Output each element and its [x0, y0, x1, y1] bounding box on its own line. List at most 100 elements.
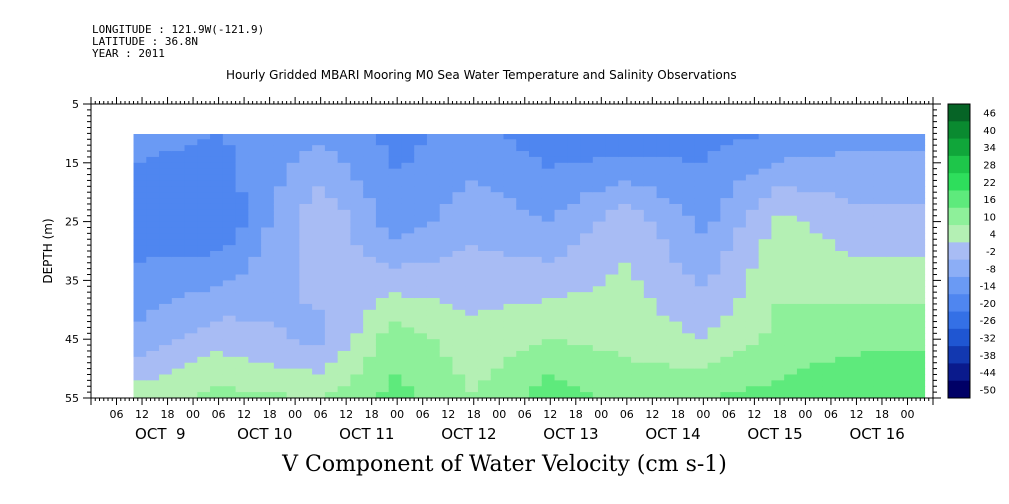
heatmap-cell [733, 221, 747, 229]
heatmap-cell [465, 315, 479, 323]
heatmap-cell [745, 298, 760, 305]
heatmap-cell [503, 386, 517, 393]
heatmap-cell [911, 262, 926, 270]
heatmap-cell [299, 192, 313, 199]
heatmap-cell [477, 139, 492, 146]
heatmap-cell [631, 298, 645, 305]
heatmap-cell [541, 303, 556, 311]
heatmap-cell [873, 145, 887, 152]
heatmap-cell [465, 374, 479, 381]
heatmap-cell [477, 333, 492, 340]
heatmap-cell [809, 309, 824, 317]
heatmap-cell [873, 268, 887, 276]
heatmap-cell [822, 192, 836, 199]
heatmap-cell [159, 333, 173, 340]
heatmap-cell [898, 315, 913, 323]
heatmap-cell [222, 309, 237, 317]
heatmap-cell [529, 356, 543, 364]
heatmap-cell [490, 245, 505, 252]
heatmap-cell [426, 168, 441, 176]
heatmap-cell [426, 233, 441, 240]
heatmap-cell [643, 156, 658, 164]
heatmap-cell [707, 339, 721, 346]
colorbar-label: -38 [980, 351, 996, 362]
heatmap-cell [822, 368, 836, 376]
heatmap-cell [656, 268, 670, 276]
heatmap-cell [822, 180, 836, 187]
heatmap-cell [299, 380, 313, 387]
heatmap-cell [873, 168, 887, 176]
heatmap-cell [184, 392, 198, 398]
heatmap-cell [503, 321, 517, 329]
heatmap-cell [529, 368, 543, 376]
heatmap-cell [426, 274, 441, 281]
heatmap-cell [273, 368, 288, 376]
heatmap-cell [605, 374, 619, 381]
heatmap-cell [694, 368, 709, 376]
heatmap-cell [426, 309, 441, 317]
heatmap-cell [516, 280, 530, 287]
heatmap-cell [465, 239, 479, 246]
heatmap-cell [809, 303, 824, 311]
heatmap-cell [771, 327, 785, 334]
heatmap-cell [796, 233, 811, 240]
heatmap-cell [758, 180, 773, 187]
heatmap-cell [733, 339, 747, 346]
heatmap-cell [835, 374, 849, 381]
heatmap-cell [835, 356, 849, 364]
heatmap-cell [720, 339, 734, 346]
heatmap-cell [631, 327, 645, 334]
heatmap-cell [350, 356, 364, 364]
heatmap-cell [350, 186, 364, 193]
heatmap-cell [261, 362, 275, 370]
heatmap-cell [758, 298, 773, 305]
heatmap-cell [694, 151, 709, 158]
heatmap-cell [375, 251, 390, 258]
heatmap-cell [159, 168, 173, 176]
heatmap-cell [745, 356, 760, 364]
heatmap-cell [707, 268, 721, 276]
heatmap-cell [873, 256, 887, 264]
heatmap-cell [745, 362, 760, 370]
heatmap-cell [286, 139, 300, 146]
heatmap-cell [452, 386, 466, 393]
heatmap-cell [337, 139, 352, 146]
heatmap-cell [184, 186, 198, 193]
heatmap-cell [541, 321, 556, 329]
heatmap-cell [248, 139, 262, 146]
heatmap-cell [133, 392, 147, 398]
heatmap-cell [273, 392, 288, 398]
heatmap-cell [516, 333, 530, 340]
heatmap-cell [567, 315, 581, 323]
heatmap-cell [286, 180, 300, 187]
heatmap-cell [426, 315, 441, 323]
heatmap-cell [847, 262, 862, 270]
heatmap-cell [350, 315, 364, 323]
heatmap-cell [554, 298, 568, 305]
heatmap-cell [745, 368, 760, 376]
heatmap-cell [707, 145, 721, 152]
heatmap-cell [835, 350, 849, 358]
heatmap-cell [580, 374, 594, 381]
heatmap-cell [873, 327, 887, 334]
heatmap-cell [682, 209, 696, 217]
heatmap-cell [529, 392, 543, 398]
heatmap-cell [375, 239, 390, 246]
heatmap-cell [911, 256, 926, 264]
heatmap-cell [656, 339, 670, 346]
heatmap-cell [784, 180, 798, 187]
heatmap-cell [682, 145, 696, 152]
heatmap-cell [210, 192, 224, 199]
heatmap-cell [197, 186, 211, 193]
colorbar-swatch [948, 311, 970, 330]
heatmap-cell [554, 327, 568, 334]
heatmap-cell [439, 221, 454, 229]
heatmap-cell [580, 180, 594, 187]
heatmap-cell [847, 286, 862, 293]
heatmap-cell [286, 268, 300, 276]
heatmap-cell [363, 139, 377, 146]
heatmap-cell [707, 215, 721, 223]
heatmap-cell [248, 186, 262, 193]
heatmap-cell [911, 215, 926, 223]
heatmap-cell [159, 268, 173, 276]
